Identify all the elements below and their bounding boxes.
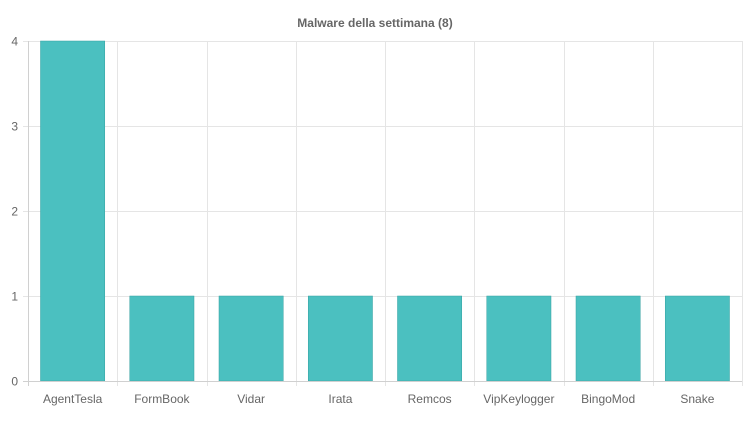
bar-formbook[interactable] (129, 295, 195, 382)
x-tick-label: BingoMod (581, 392, 635, 406)
bar-vidar[interactable] (218, 295, 284, 382)
bar-snake[interactable] (664, 295, 730, 382)
x-tick-labels: AgentTesla FormBook Vidar Irata Remcos VipKey… (43, 392, 715, 406)
y-tick-label: 3 (11, 120, 18, 134)
bar-agenttesla[interactable] (40, 40, 106, 382)
x-tick-label: Remcos (408, 392, 452, 406)
x-tick-label: Snake (680, 392, 714, 406)
y-tick-label: 1 (11, 290, 18, 304)
x-tick-label: VipKeylogger (483, 392, 554, 406)
x-tick-label: FormBook (134, 392, 190, 406)
y-tick-label: 4 (11, 35, 18, 49)
bar-bingomod[interactable] (575, 295, 641, 382)
x-tick-label: Vidar (237, 392, 265, 406)
x-tick-label: Irata (328, 392, 352, 406)
bars (40, 40, 730, 382)
bar-remcos[interactable] (397, 295, 463, 382)
bar-vipkeylogger[interactable] (486, 295, 552, 382)
y-tick-labels: 0 1 2 3 4 (11, 35, 18, 389)
grid-lines (23, 41, 743, 386)
y-tick-label: 0 (11, 375, 18, 389)
x-tick-label: AgentTesla (43, 392, 103, 406)
bar-irata[interactable] (307, 295, 373, 382)
chart-title: Malware della settimana (8) (297, 16, 452, 30)
y-tick-label: 2 (11, 205, 18, 219)
axes (23, 41, 742, 386)
